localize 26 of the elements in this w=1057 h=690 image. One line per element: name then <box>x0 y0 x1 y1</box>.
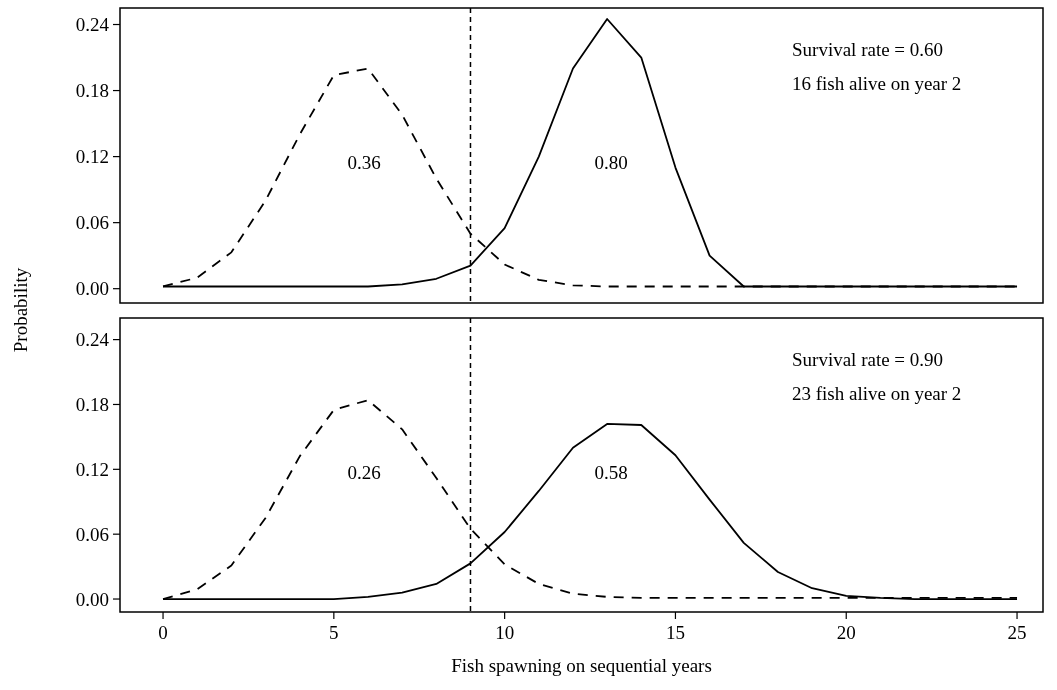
annotation: 0.26 <box>347 461 381 483</box>
y-tick-label: 0.24 <box>75 14 110 36</box>
y-tick-label: 0.18 <box>75 394 109 416</box>
annotation: 0.80 <box>594 151 628 173</box>
annotation: 23 fish alive on year 2 <box>792 383 962 404</box>
y-tick-label: 0.06 <box>75 523 109 545</box>
y-tick-label: 0.00 <box>75 588 109 610</box>
x-axis-title: Fish spawning on sequential years <box>451 655 712 676</box>
y-tick-label: 0.24 <box>75 329 110 351</box>
y-tick-label: 0.12 <box>75 458 109 480</box>
y-tick-label: 0.12 <box>75 146 109 168</box>
x-tick-label: 15 <box>665 622 685 643</box>
annotation: Survival rate = 0.90 <box>792 349 944 370</box>
y-tick-label: 0.00 <box>75 278 109 300</box>
y-tick-label: 0.18 <box>75 80 109 102</box>
x-tick-label: 20 <box>836 622 856 643</box>
annotation: 0.36 <box>347 151 381 173</box>
x-tick-label: 10 <box>495 622 515 643</box>
y-axis-title: Probability <box>10 267 31 353</box>
x-tick-label: 5 <box>329 622 339 643</box>
annotation: 16 fish alive on year 2 <box>792 73 962 94</box>
y-tick-label: 0.06 <box>75 212 109 234</box>
x-tick-label: 0 <box>158 622 168 643</box>
x-tick-label: 25 <box>1007 622 1027 643</box>
annotation: 0.58 <box>594 461 628 483</box>
annotation: Survival rate = 0.60 <box>792 39 944 60</box>
